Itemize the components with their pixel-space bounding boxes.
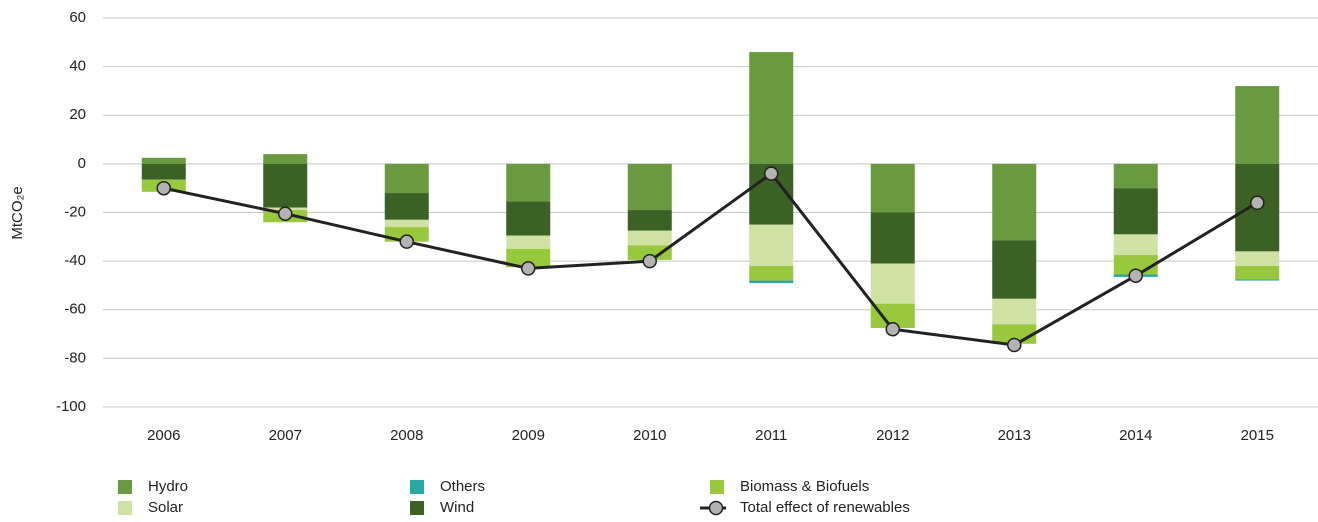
bar-segment bbox=[870, 263, 915, 304]
legend-label: Total effect of renewables bbox=[740, 499, 910, 516]
bar-segment bbox=[749, 224, 794, 266]
bar-segment bbox=[1235, 86, 1280, 164]
bar-segment bbox=[627, 230, 672, 246]
y-tick-label: -40 bbox=[64, 252, 86, 269]
legend-swatch bbox=[410, 480, 424, 494]
bar-segment bbox=[870, 163, 915, 213]
bar-segment bbox=[506, 201, 551, 236]
x-tick-label: 2012 bbox=[876, 427, 909, 444]
y-tick-label: -20 bbox=[64, 203, 86, 220]
legend-label: Wind bbox=[440, 499, 474, 516]
total-marker bbox=[521, 261, 536, 276]
bar-segment bbox=[141, 157, 186, 164]
y-tick-label: 40 bbox=[69, 58, 86, 75]
legend-label: Biomass & Biofuels bbox=[740, 478, 869, 495]
x-tick-label: 2014 bbox=[1119, 427, 1152, 444]
bar-segment bbox=[749, 280, 794, 284]
y-tick-label: 0 bbox=[78, 155, 86, 172]
total-marker bbox=[278, 206, 293, 221]
y-axis-label: MtCO₂e bbox=[9, 186, 26, 239]
legend-marker bbox=[708, 500, 724, 516]
bar-segment bbox=[627, 163, 672, 211]
bar-segment bbox=[749, 265, 794, 281]
y-tick-label: -80 bbox=[64, 349, 86, 366]
bar-segment bbox=[1113, 188, 1158, 235]
legend-swatch bbox=[710, 480, 724, 494]
bar-segment bbox=[870, 212, 915, 264]
bar-segment bbox=[627, 210, 672, 231]
legend-label: Solar bbox=[148, 499, 183, 516]
total-marker bbox=[399, 234, 414, 249]
bar-segment bbox=[506, 248, 551, 268]
bar-segment bbox=[263, 163, 308, 208]
x-tick-label: 2013 bbox=[998, 427, 1031, 444]
total-marker bbox=[1128, 268, 1143, 283]
bar-segment bbox=[1235, 265, 1280, 280]
bar-segment bbox=[1235, 279, 1280, 281]
x-tick-label: 2009 bbox=[512, 427, 545, 444]
legend-swatch bbox=[410, 501, 424, 515]
x-tick-label: 2008 bbox=[390, 427, 423, 444]
bar-segment bbox=[992, 240, 1037, 299]
total-line bbox=[163, 171, 1259, 347]
y-tick-label: -100 bbox=[56, 398, 86, 415]
total-marker bbox=[642, 253, 657, 269]
bar-segment bbox=[992, 163, 1037, 241]
bar-segment bbox=[141, 163, 186, 180]
legend-swatch bbox=[118, 501, 132, 515]
x-tick-label: 2010 bbox=[633, 427, 666, 444]
legend-label: Hydro bbox=[148, 478, 188, 495]
y-tick-label: -60 bbox=[64, 301, 86, 318]
x-tick-label: 2006 bbox=[147, 427, 180, 444]
y-tick-label: 20 bbox=[69, 106, 86, 123]
y-tick-label: 60 bbox=[69, 9, 86, 26]
bar-segment bbox=[992, 298, 1037, 325]
total-marker bbox=[764, 166, 779, 181]
bar-segment bbox=[1113, 163, 1158, 189]
bar-segment bbox=[627, 245, 672, 260]
bar-segment bbox=[1235, 251, 1280, 266]
bar-segment bbox=[749, 52, 794, 164]
x-tick-label: 2007 bbox=[269, 427, 302, 444]
bar-segment bbox=[1113, 234, 1158, 256]
total-marker bbox=[156, 180, 171, 196]
bar-segment bbox=[506, 163, 551, 202]
bar-segment bbox=[384, 163, 429, 194]
bar-segment bbox=[506, 235, 551, 249]
total-marker bbox=[1007, 337, 1022, 353]
legend-swatch bbox=[118, 480, 132, 494]
bar-segment bbox=[384, 193, 429, 220]
bar-segment bbox=[384, 219, 429, 228]
x-tick-label: 2011 bbox=[755, 427, 787, 444]
x-tick-label: 2015 bbox=[1241, 427, 1274, 444]
total-marker bbox=[885, 321, 900, 337]
bar-segment bbox=[263, 154, 308, 164]
legend-label: Others bbox=[440, 478, 485, 495]
total-marker bbox=[1250, 195, 1265, 211]
